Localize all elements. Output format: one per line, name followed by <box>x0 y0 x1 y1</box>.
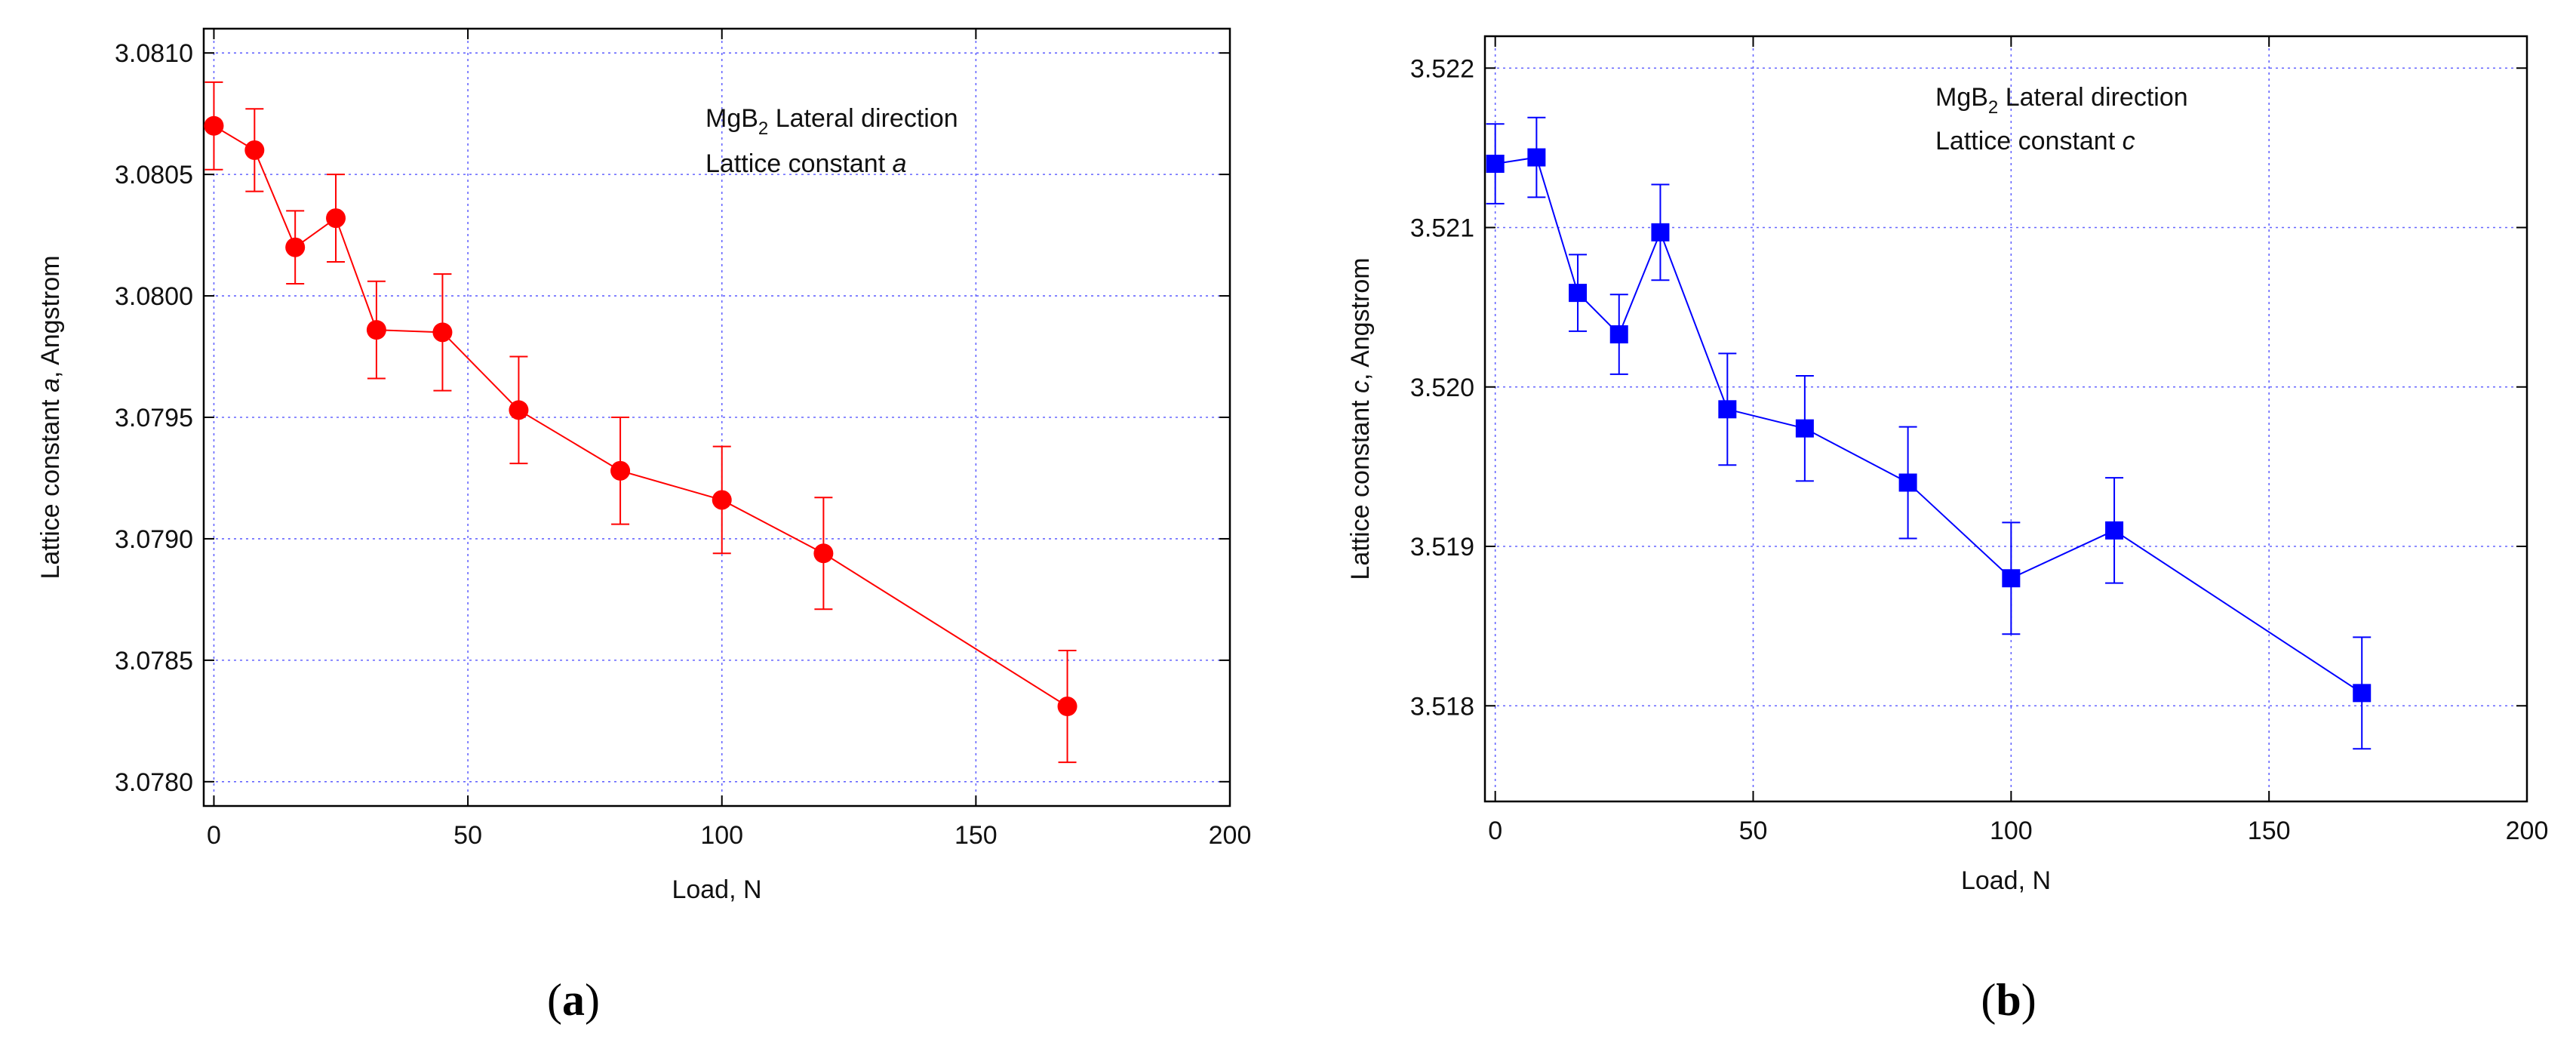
x-tick-label: 150 <box>2248 817 2291 845</box>
annotation-quantity-symbol: a <box>893 149 907 178</box>
y-tick-label: 3.522 <box>1410 54 1474 83</box>
y-axis-title-part: Lattice constant <box>1346 393 1375 580</box>
y-tick-label: 3.0800 <box>115 282 193 311</box>
plot-area <box>1485 36 2527 801</box>
data-point <box>2353 684 2372 703</box>
data-point <box>366 320 386 340</box>
data-point <box>813 543 834 564</box>
y-tick-label: 3.520 <box>1410 374 1474 402</box>
annotation-direction: Lateral direction <box>768 104 958 133</box>
annotation-formula: MgB <box>705 104 758 133</box>
annotation-material: MgB2 Lateral direction <box>1935 83 2188 118</box>
y-axis-title: Lattice constant c, Angstrom <box>1346 257 1375 580</box>
y-axis-title: Lattice constant a, Angstrom <box>36 255 65 579</box>
x-tick-label: 100 <box>700 821 743 850</box>
data-point <box>326 208 346 229</box>
data-point <box>285 237 306 257</box>
panel-label: (a) <box>547 975 600 1025</box>
annotation-quantity: Lattice constant c <box>1935 127 2135 155</box>
panel-label-close: ) <box>2021 975 2037 1025</box>
panel-label-close: ) <box>585 975 600 1025</box>
y-tick-label: 3.518 <box>1410 692 1474 721</box>
x-axis-title: Load, N <box>672 875 761 904</box>
data-point <box>1795 419 1814 438</box>
annotation-quantity-symbol: c <box>2123 127 2135 155</box>
y-tick-label: 3.519 <box>1410 533 1474 561</box>
y-axis-title-unit: , Angstrom <box>36 255 65 378</box>
data-point <box>1486 155 1505 173</box>
data-point <box>2105 521 2124 540</box>
annotation-quantity: Lattice constant a <box>705 149 907 178</box>
panel-label: (b) <box>1981 975 2036 1025</box>
panel-label-open: ( <box>547 975 562 1025</box>
data-point <box>1898 473 1917 492</box>
data-point <box>509 400 529 420</box>
x-axis-title: Load, N <box>1961 866 2051 895</box>
annotation-direction: Lateral direction <box>1998 83 2187 112</box>
data-point <box>712 490 732 510</box>
panel-label-letter: b <box>1996 975 2021 1025</box>
y-tick-label: 3.0785 <box>115 647 193 675</box>
y-tick-label: 3.0780 <box>115 768 193 797</box>
data-point <box>204 115 224 136</box>
data-point <box>610 460 631 481</box>
y-axis-title-part: Lattice constant <box>36 392 65 580</box>
annotation-subscript: 2 <box>1988 97 1998 118</box>
panel-label-letter: a <box>562 975 585 1025</box>
x-tick-label: 50 <box>453 821 482 850</box>
x-tick-label: 200 <box>2506 817 2549 845</box>
data-point <box>1651 223 1670 241</box>
y-tick-label: 3.0790 <box>115 525 193 554</box>
y-tick-label: 3.0795 <box>115 404 193 432</box>
data-point <box>1057 697 1077 717</box>
y-tick-label: 3.521 <box>1410 214 1474 243</box>
data-point <box>1609 325 1628 344</box>
annotation-material: MgB2 Lateral direction <box>705 104 958 139</box>
x-tick-label: 0 <box>1488 817 1502 845</box>
data-point <box>432 322 453 343</box>
data-point <box>2002 569 2021 588</box>
data-point <box>1569 284 1588 303</box>
chart-panel-b: 0 50 100 150 200 3.518 3.519 3.520 3.521 3.522 Loa… <box>1346 35 2549 1025</box>
data-point <box>244 140 265 160</box>
x-tick-label: 150 <box>954 821 998 850</box>
annotation-quantity-label: Lattice constant <box>705 149 893 178</box>
y-axis-title-symbol: a <box>36 378 65 392</box>
y-tick-label: 3.0810 <box>115 39 193 68</box>
y-tick-label: 3.0805 <box>115 161 193 189</box>
annotation-subscript: 2 <box>758 118 768 139</box>
chart-panel-a: 0 50 100 150 200 3.0780 3.0785 3.0790 3.0795 3.08… <box>36 27 1252 1025</box>
annotation-quantity-label: Lattice constant <box>1935 127 2123 155</box>
x-tick-label: 200 <box>1209 821 1252 850</box>
x-tick-label: 50 <box>1739 817 1768 845</box>
panel-label-open: ( <box>1981 975 1996 1025</box>
y-axis-title-symbol: c <box>1346 380 1375 393</box>
plot-frame <box>1483 35 2528 803</box>
data-point <box>1527 148 1546 167</box>
data-point <box>1718 400 1737 419</box>
x-tick-label: 100 <box>1990 817 2033 845</box>
annotation-formula: MgB <box>1935 83 1988 112</box>
y-axis-title-unit: , Angstrom <box>1346 257 1375 380</box>
x-tick-label: 0 <box>207 821 221 850</box>
